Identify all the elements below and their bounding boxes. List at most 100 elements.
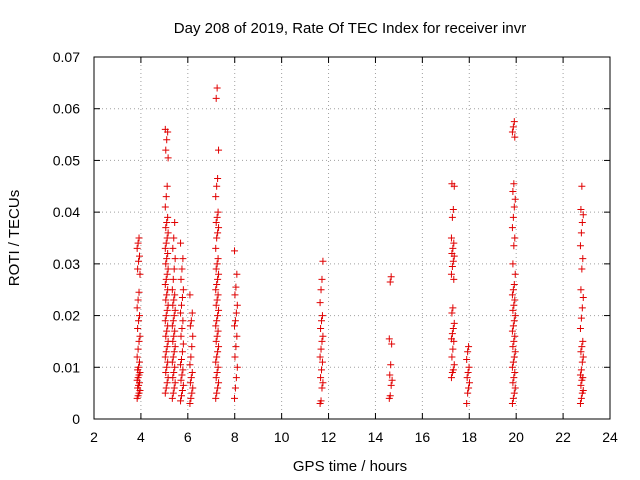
- data-point: [464, 348, 472, 356]
- data-point: [186, 399, 194, 407]
- data-point: [318, 366, 326, 374]
- data-point: [577, 348, 585, 356]
- data-point: [214, 363, 222, 371]
- data-point: [213, 296, 221, 304]
- data-point: [447, 234, 455, 242]
- y-tick-label: 0.05: [53, 152, 80, 168]
- data-point: [171, 343, 179, 351]
- data-point: [163, 270, 171, 278]
- data-point: [213, 260, 221, 268]
- data-point: [133, 304, 141, 312]
- data-point: [171, 306, 179, 314]
- data-point: [233, 363, 241, 371]
- data-point: [136, 312, 144, 320]
- data-point: [464, 368, 472, 376]
- x-tick-label: 16: [415, 429, 431, 445]
- data-point: [578, 218, 586, 226]
- data-point: [164, 154, 172, 162]
- data-point: [178, 371, 186, 379]
- data-point: [214, 229, 222, 237]
- data-point: [449, 345, 457, 353]
- data-point: [136, 270, 144, 278]
- data-point: [448, 309, 456, 317]
- data-point: [161, 125, 169, 133]
- data-point: [449, 304, 457, 312]
- data-point: [577, 366, 585, 374]
- data-point: [163, 363, 171, 371]
- data-point: [576, 242, 584, 250]
- data-point: [170, 332, 178, 340]
- data-point: [450, 239, 458, 247]
- data-point: [135, 317, 143, 325]
- data-point: [579, 353, 587, 361]
- data-point: [448, 330, 456, 338]
- grid: [94, 57, 610, 419]
- data-point: [319, 257, 327, 265]
- data-point: [449, 366, 457, 374]
- data-point: [162, 260, 170, 268]
- data-point: [177, 361, 185, 369]
- data-point: [213, 389, 221, 397]
- data-point: [169, 317, 177, 325]
- data-point: [186, 379, 194, 387]
- data-point: [177, 301, 185, 309]
- data-point: [508, 128, 516, 136]
- data-point: [162, 296, 170, 304]
- data-point: [162, 384, 170, 392]
- data-point: [509, 358, 517, 366]
- data-point: [214, 291, 222, 299]
- data-point: [510, 337, 518, 345]
- data-point: [189, 332, 197, 340]
- data-point: [448, 250, 456, 258]
- data-point: [230, 394, 238, 402]
- data-point: [463, 374, 471, 382]
- data-point: [162, 275, 170, 283]
- data-point: [215, 224, 223, 232]
- data-point: [212, 394, 220, 402]
- data-point: [164, 229, 172, 237]
- data-point: [177, 309, 185, 317]
- data-point: [510, 281, 518, 289]
- data-point: [188, 368, 196, 376]
- data-point: [577, 314, 585, 322]
- data-point: [162, 332, 170, 340]
- data-point: [171, 363, 179, 371]
- data-point: [577, 229, 585, 237]
- data-point: [134, 325, 142, 332]
- data-point: [318, 384, 326, 392]
- data-point: [178, 348, 186, 356]
- data-point: [465, 363, 473, 371]
- data-point: [318, 337, 326, 345]
- data-point: [578, 358, 586, 366]
- data-point: [450, 361, 458, 369]
- data-point: [178, 325, 186, 332]
- data-point: [212, 94, 220, 102]
- data-point: [170, 296, 178, 304]
- data-point: [509, 187, 517, 195]
- data-point: [318, 358, 326, 366]
- data-point: [233, 332, 241, 340]
- data-point: [187, 353, 195, 361]
- data-point: [317, 345, 325, 353]
- data-point: [511, 195, 519, 203]
- data-point: [168, 358, 176, 366]
- data-point: [387, 381, 395, 389]
- data-point: [164, 250, 172, 258]
- y-tick-label: 0: [72, 411, 80, 427]
- data-point: [177, 392, 185, 400]
- data-point: [465, 343, 473, 351]
- data-point: [215, 306, 223, 314]
- data-point: [579, 337, 587, 345]
- y-tick-label: 0.04: [53, 204, 80, 220]
- data-point: [162, 368, 170, 376]
- data-point: [187, 317, 195, 325]
- data-point: [162, 348, 170, 356]
- data-point: [212, 193, 220, 201]
- data-point: [171, 255, 179, 263]
- data-point: [317, 286, 325, 294]
- x-axis-label: GPS time / hours: [293, 458, 407, 475]
- data-point: [508, 291, 516, 299]
- data-point: [449, 206, 457, 214]
- data-point: [177, 356, 185, 364]
- y-tick-label: 0.01: [53, 359, 80, 375]
